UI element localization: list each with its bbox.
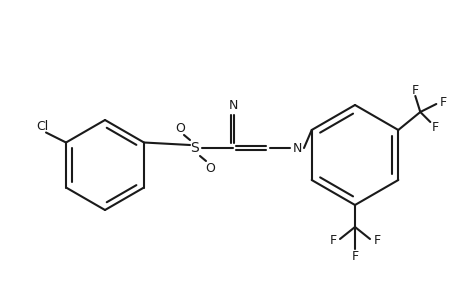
Text: S: S [190, 141, 199, 155]
Text: O: O [175, 122, 185, 134]
Text: F: F [373, 235, 380, 248]
Text: O: O [205, 161, 214, 175]
Text: N: N [228, 98, 237, 112]
Text: F: F [411, 83, 418, 97]
Text: F: F [439, 95, 446, 109]
Text: F: F [431, 121, 438, 134]
Text: F: F [351, 250, 358, 263]
Text: F: F [329, 235, 336, 248]
Text: Cl: Cl [36, 120, 48, 133]
Text: N: N [291, 142, 301, 154]
